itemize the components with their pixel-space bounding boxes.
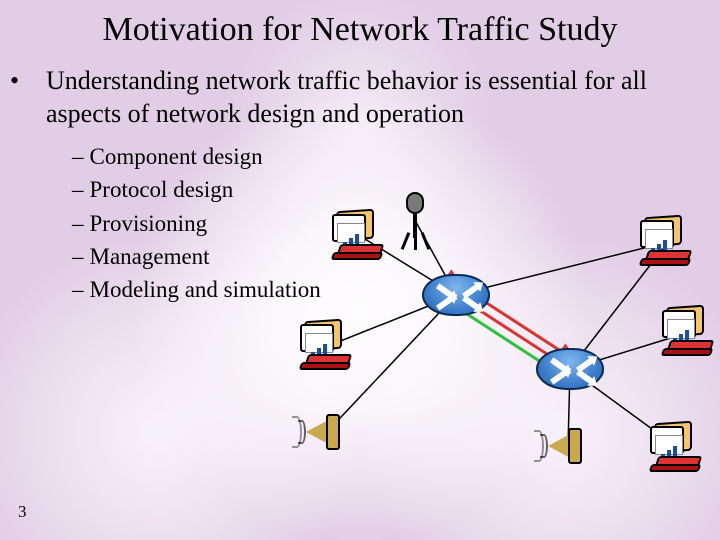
sub-bullet: –Component design [72,140,692,173]
pc-icon [662,306,718,358]
pc-icon [640,216,696,268]
speaker-icon [548,424,588,470]
sub-bullet-text: Provisioning [90,211,208,236]
dash-marker: – [72,144,84,169]
bullet-text: Understanding network traffic behavior i… [46,66,647,128]
dash-marker: – [72,211,84,236]
speaker-icon [306,410,346,456]
slide-title: Motivation for Network Traffic Study [68,10,652,49]
pc-icon [332,210,388,262]
pc-icon [300,320,356,372]
sub-bullet-text: Modeling and simulation [90,277,321,302]
sub-bullet-text: Management [90,244,210,269]
network-diagram [300,210,720,510]
sub-bullet-text: Protocol design [90,177,234,202]
dash-marker: – [72,177,84,202]
bullet-level1: •Understanding network traffic behavior … [46,65,692,130]
router-icon [536,348,604,390]
dash-marker: – [72,244,84,269]
page-number: 3 [18,502,27,522]
sub-bullet-text: Component design [90,144,263,169]
sub-bullet: –Protocol design [72,173,692,206]
dash-marker: – [72,277,84,302]
mic-icon [396,192,436,252]
pc-icon [650,422,706,474]
router-icon [422,274,490,316]
bullet-marker: • [28,65,46,98]
